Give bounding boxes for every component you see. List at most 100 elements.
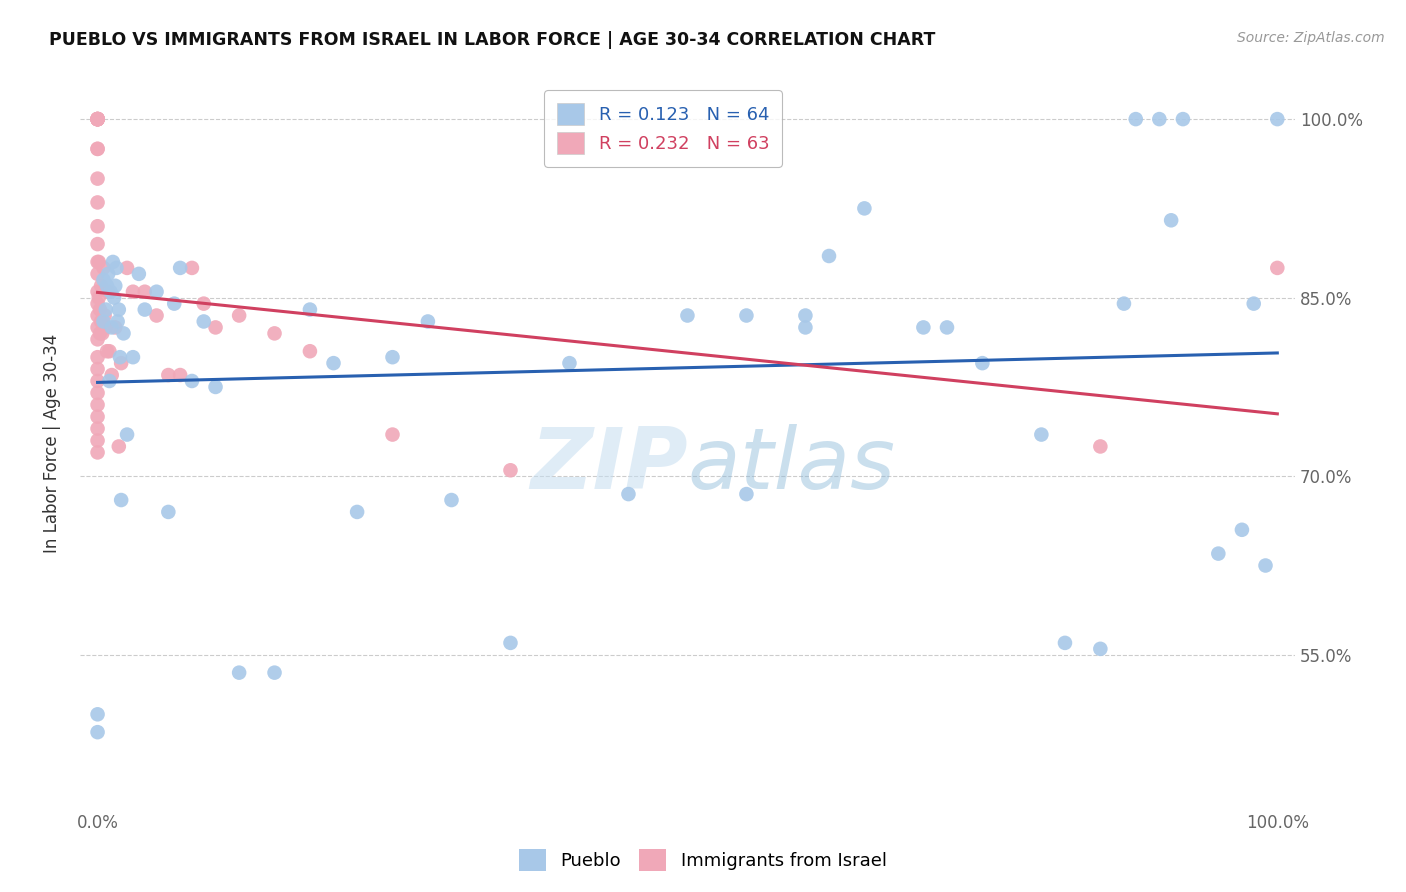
Point <box>169 368 191 382</box>
Point <box>97 285 120 299</box>
Point <box>105 260 128 275</box>
Point <box>181 374 204 388</box>
Point <box>86 219 108 234</box>
Legend: Pueblo, Immigrants from Israel: Pueblo, Immigrants from Israel <box>512 842 894 879</box>
Point <box>90 314 112 328</box>
Point <box>100 285 122 299</box>
Point <box>499 636 522 650</box>
Point <box>1265 112 1288 127</box>
Point <box>1208 547 1230 561</box>
Point <box>93 273 115 287</box>
Point <box>853 202 876 216</box>
Point <box>86 267 108 281</box>
Point <box>972 356 994 370</box>
Point <box>104 320 127 334</box>
Point <box>204 380 226 394</box>
Point <box>193 296 215 310</box>
Point <box>107 302 129 317</box>
Point <box>1254 558 1277 573</box>
Point <box>94 320 117 334</box>
Point <box>157 505 180 519</box>
Point <box>86 422 108 436</box>
Point <box>381 350 404 364</box>
Point <box>794 309 817 323</box>
Point <box>193 314 215 328</box>
Point <box>134 302 156 317</box>
Point <box>89 326 111 341</box>
Point <box>381 427 404 442</box>
Point <box>86 434 108 448</box>
Point <box>818 249 841 263</box>
Point <box>145 309 167 323</box>
Point <box>735 309 758 323</box>
Text: PUEBLO VS IMMIGRANTS FROM ISRAEL IN LABOR FORCE | AGE 30-34 CORRELATION CHART: PUEBLO VS IMMIGRANTS FROM ISRAEL IN LABO… <box>49 31 935 49</box>
Point <box>86 112 108 127</box>
Y-axis label: In Labor Force | Age 30-34: In Labor Force | Age 30-34 <box>44 334 60 553</box>
Point <box>86 112 108 127</box>
Point <box>1265 260 1288 275</box>
Point <box>1171 112 1194 127</box>
Point <box>86 142 108 156</box>
Point <box>122 350 145 364</box>
Point <box>322 356 344 370</box>
Point <box>86 362 108 376</box>
Point <box>794 320 817 334</box>
Point <box>86 350 108 364</box>
Point <box>93 314 115 328</box>
Point <box>98 374 121 388</box>
Text: Source: ZipAtlas.com: Source: ZipAtlas.com <box>1237 31 1385 45</box>
Point <box>86 112 108 127</box>
Point <box>558 356 581 370</box>
Point <box>107 440 129 454</box>
Point <box>735 487 758 501</box>
Point <box>1149 112 1171 127</box>
Point <box>936 320 959 334</box>
Point <box>86 237 108 252</box>
Point <box>1243 296 1265 310</box>
Point <box>86 255 108 269</box>
Point <box>86 112 108 127</box>
Point <box>499 463 522 477</box>
Point <box>103 291 125 305</box>
Point <box>110 356 132 370</box>
Point <box>128 267 150 281</box>
Point <box>440 493 463 508</box>
Point <box>86 374 108 388</box>
Point <box>96 344 118 359</box>
Point <box>86 142 108 156</box>
Point <box>181 260 204 275</box>
Point <box>86 320 108 334</box>
Point <box>108 350 131 364</box>
Point <box>107 314 129 328</box>
Point <box>1112 296 1135 310</box>
Point <box>86 112 108 127</box>
Point <box>1090 440 1112 454</box>
Point <box>204 320 226 334</box>
Point <box>86 112 108 127</box>
Point <box>122 285 145 299</box>
Point <box>94 302 117 317</box>
Point <box>169 260 191 275</box>
Point <box>86 725 108 739</box>
Point <box>1230 523 1253 537</box>
Point <box>912 320 935 334</box>
Point <box>1125 112 1147 127</box>
Point <box>100 368 122 382</box>
Point <box>86 445 108 459</box>
Point <box>93 260 115 275</box>
Point <box>86 409 108 424</box>
Legend: R = 0.123   N = 64, R = 0.232   N = 63: R = 0.123 N = 64, R = 0.232 N = 63 <box>544 90 782 167</box>
Point <box>163 296 186 310</box>
Point <box>134 285 156 299</box>
Point <box>90 278 112 293</box>
Point <box>96 278 118 293</box>
Point <box>86 112 108 127</box>
Point <box>86 171 108 186</box>
Point <box>91 326 114 341</box>
Point <box>1160 213 1182 227</box>
Point <box>87 291 110 305</box>
Point <box>86 309 108 323</box>
Point <box>98 344 121 359</box>
Point <box>298 302 321 317</box>
Point <box>416 314 439 328</box>
